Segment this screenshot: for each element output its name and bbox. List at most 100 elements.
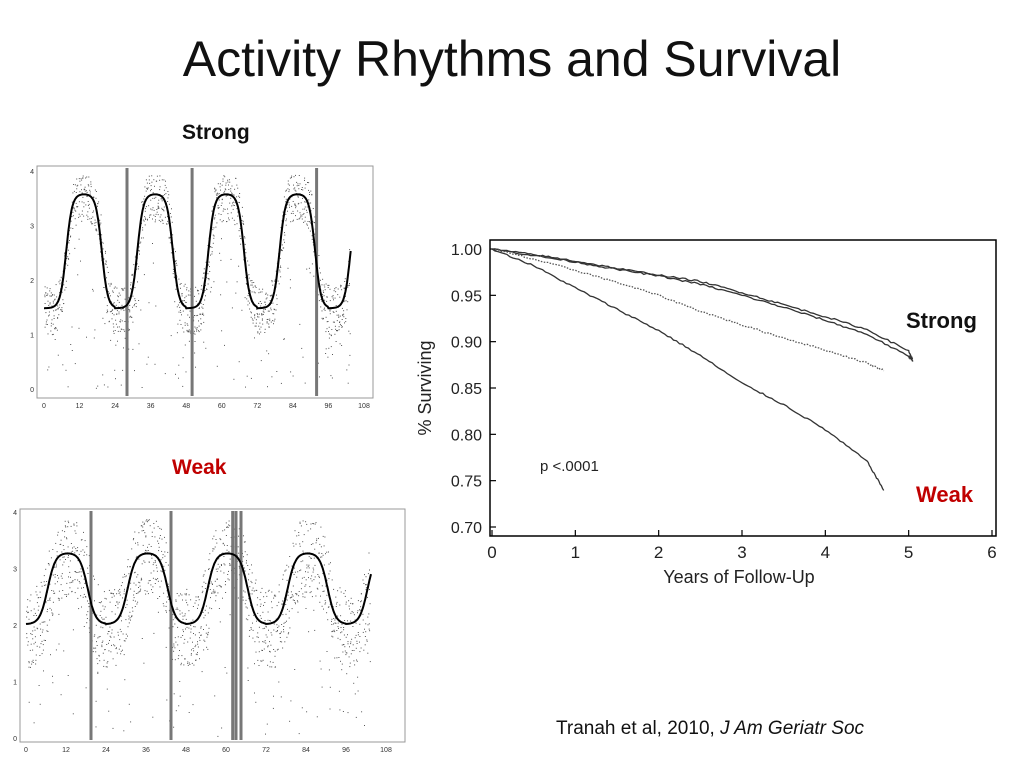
activity-dot [137, 544, 139, 546]
survival-y-axis-label: % Surviving [415, 340, 435, 435]
activity-dot [132, 610, 134, 612]
activity-dot [197, 596, 199, 598]
activity-dot [187, 604, 189, 606]
activity-dot [367, 596, 368, 598]
survival-y-tick-label: 0.85 [451, 381, 482, 398]
activity-dot [272, 313, 274, 315]
activity-dot [83, 202, 85, 204]
activity-dot [119, 591, 121, 593]
activity-dot [43, 639, 45, 641]
activity-dot [118, 296, 119, 298]
activity-dot [40, 643, 42, 645]
activity-dot [321, 553, 323, 554]
activity-dot [202, 611, 204, 613]
activity-dot [39, 591, 41, 593]
activity-dot [83, 626, 85, 627]
activity-dot [111, 632, 113, 634]
activity-dot [102, 248, 104, 250]
activity-dot [52, 601, 54, 603]
activity-dot [356, 660, 358, 662]
activity-dot [339, 321, 341, 323]
activity-dot [292, 213, 294, 214]
activity-dot [44, 296, 46, 298]
activity-dot [142, 229, 144, 231]
strong-fitted-curve [44, 193, 352, 310]
activity-dot [161, 550, 163, 552]
activity-dot [182, 618, 184, 620]
activity-dot [257, 314, 259, 316]
activity-dot [69, 560, 71, 562]
activity-dot [345, 654, 347, 656]
activity-dot [213, 281, 215, 283]
activity-dot [26, 637, 28, 639]
activity-dot [355, 647, 357, 649]
activity-dot [334, 321, 335, 323]
activity-dot [95, 228, 97, 230]
activity-dot [72, 547, 73, 549]
activity-dot [301, 189, 302, 190]
activity-dot [108, 283, 110, 285]
activity-dot [344, 595, 346, 597]
activity-dot [156, 570, 158, 572]
activity-dot [32, 630, 34, 632]
activity-dot [65, 280, 67, 282]
activity-dot [33, 722, 35, 724]
activity-dot [151, 557, 153, 559]
activity-dot [88, 207, 90, 209]
activity-dot [99, 223, 101, 225]
activity-dot [291, 205, 293, 207]
activity-dot [319, 601, 321, 603]
activity-dot [122, 288, 124, 290]
activity-dot [32, 659, 34, 661]
activity-dot [254, 641, 256, 643]
activity-dot [49, 288, 51, 290]
activity-dot [227, 181, 229, 183]
activity-dot [162, 554, 164, 556]
activity-dot [134, 571, 136, 573]
activity-dot [224, 344, 225, 346]
activity-dot [66, 258, 68, 259]
activity-dot [89, 189, 91, 191]
activity-dot [103, 591, 105, 593]
activity-dot [45, 602, 47, 604]
activity-dot [185, 628, 186, 630]
activity-dot [229, 563, 231, 565]
activity-dot [132, 348, 134, 350]
activity-dot [312, 523, 314, 524]
activity-dot [369, 603, 371, 605]
activity-dot [144, 210, 146, 212]
activity-dot [113, 644, 115, 646]
activity-dot [93, 210, 94, 212]
p-value-annotation: p <.0001 [540, 458, 599, 475]
activity-dot [165, 180, 166, 182]
activity-dot [323, 608, 324, 610]
activity-dot [231, 193, 233, 195]
activity-dot [252, 629, 254, 631]
activity-dot [351, 650, 353, 651]
activity-dot [322, 554, 324, 556]
activity-dot [267, 386, 268, 388]
activity-dot [233, 528, 235, 530]
activity-dot [262, 323, 264, 325]
activity-dot [254, 292, 256, 294]
activity-dot [84, 540, 86, 542]
activity-dot [328, 606, 330, 608]
activity-dot [157, 205, 159, 207]
activity-dot [243, 535, 244, 537]
activity-dot [195, 653, 197, 655]
activity-dot [45, 321, 47, 323]
activity-dot [38, 605, 40, 607]
activity-dot [180, 593, 181, 595]
activity-dot [36, 602, 38, 604]
activity-dot [256, 604, 258, 606]
activity-dot [245, 277, 247, 279]
activity-dot [349, 283, 350, 285]
activity-dot [364, 574, 365, 576]
activity-dot [145, 520, 147, 522]
activity-dot [368, 552, 370, 554]
activity-dot [279, 257, 281, 259]
activity-dot [139, 582, 141, 584]
activity-dot [340, 284, 342, 286]
activity-dot [196, 327, 198, 329]
activity-dot [130, 619, 131, 621]
